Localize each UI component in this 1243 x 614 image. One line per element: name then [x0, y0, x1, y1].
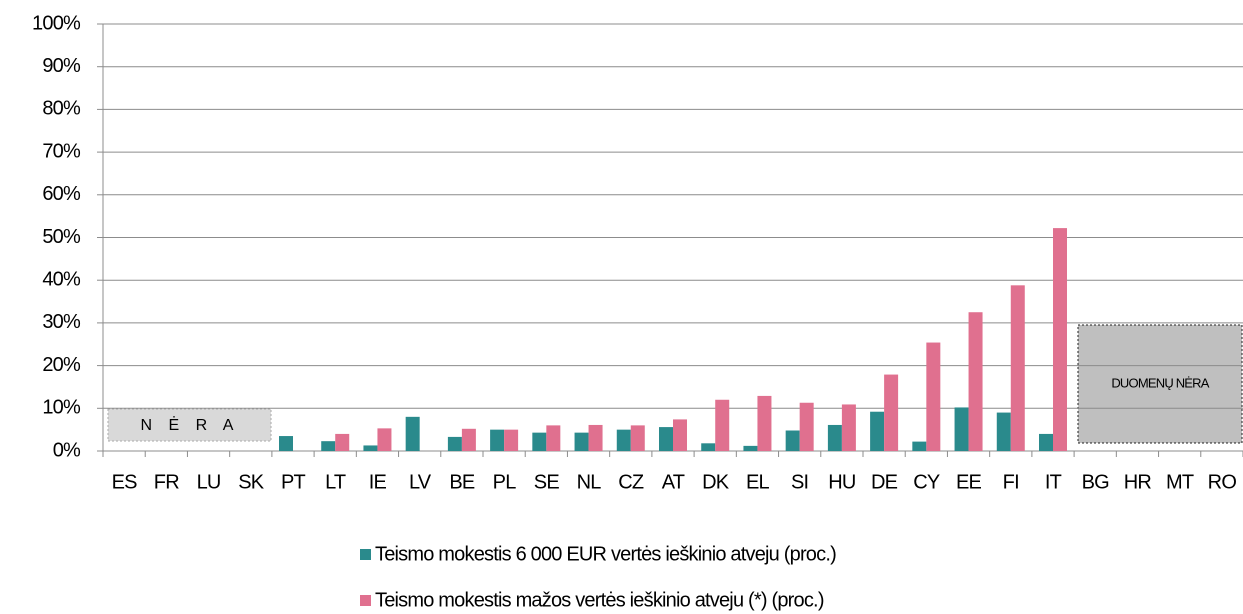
x-tick-label: HR: [1124, 471, 1152, 493]
x-tick-label: SK: [238, 471, 265, 493]
bar: [574, 432, 589, 451]
bar: [996, 412, 1011, 451]
bar: [447, 436, 462, 451]
x-tick-label: PT: [281, 471, 306, 493]
x-tick-label: FR: [154, 471, 179, 493]
y-tick-label: 50%: [42, 226, 81, 248]
bar: [715, 399, 730, 451]
x-tick-label: LT: [325, 471, 346, 493]
x-tick-label: LU: [197, 471, 221, 493]
x-tick-label: BG: [1082, 471, 1110, 493]
bar: [841, 404, 856, 451]
x-tick-label: PL: [493, 471, 517, 493]
x-tick-label: FI: [1003, 471, 1019, 493]
bar: [279, 436, 293, 451]
x-tick-label: RO: [1208, 471, 1237, 493]
y-tick-label: 60%: [42, 183, 81, 205]
x-tick-label: DE: [871, 471, 898, 493]
no-data-box: [107, 408, 272, 442]
legend-label: Teismo mokestis mažos vertės ieškinio at…: [375, 589, 824, 611]
x-tick-label: BE: [449, 471, 475, 493]
y-tick-label: 70%: [42, 140, 81, 162]
bar: [912, 441, 927, 451]
y-tick-label: 20%: [42, 354, 81, 376]
y-tick-label: 10%: [42, 397, 81, 419]
bar: [363, 445, 378, 451]
bar: [926, 342, 941, 451]
y-tick-label: 80%: [42, 98, 81, 120]
bar: [884, 374, 899, 451]
bar: [405, 416, 420, 451]
bar: [588, 424, 603, 451]
bar: [490, 429, 505, 451]
bar: [335, 433, 350, 451]
legend-swatch: [360, 549, 371, 560]
bar: [673, 419, 687, 451]
bar: [827, 424, 842, 451]
bar: [532, 432, 547, 451]
bar: [1039, 433, 1053, 451]
x-tick-label: AT: [662, 471, 685, 493]
y-tick-label: 30%: [42, 311, 81, 333]
x-tick-label: DK: [702, 471, 730, 493]
x-tick-label: EL: [746, 471, 770, 493]
x-tick-label: IT: [1045, 471, 1062, 493]
x-tick-label: IE: [369, 471, 387, 493]
y-tick-label: 40%: [42, 268, 81, 290]
bar: [743, 445, 758, 451]
x-tick-label: SI: [791, 471, 808, 493]
x-tick-label: MT: [1166, 471, 1194, 493]
y-tick-label: 0%: [53, 439, 81, 461]
bar: [701, 443, 716, 451]
bar: [757, 395, 772, 451]
x-tick-label: NL: [577, 471, 602, 493]
annotation: N Ė R A: [141, 415, 240, 434]
x-tick-label: LV: [409, 471, 432, 493]
no-data-box: [1077, 324, 1243, 444]
bar: [954, 407, 969, 451]
x-tick-label: ES: [112, 471, 138, 493]
bar: [659, 427, 673, 451]
y-tick-label: 90%: [42, 55, 81, 77]
bar: [1010, 285, 1025, 451]
x-tick-label: SE: [534, 471, 560, 493]
bar: [870, 411, 885, 451]
bar: [504, 429, 519, 451]
bar: [799, 402, 814, 451]
bar: [321, 441, 336, 451]
bar: [630, 425, 645, 451]
bar: [461, 428, 476, 451]
bar: [968, 312, 983, 451]
bar: [785, 430, 800, 451]
x-tick-label: CY: [913, 471, 940, 493]
bar: [616, 429, 631, 451]
x-tick-label: CZ: [618, 471, 644, 493]
y-tick-label: 100%: [32, 12, 81, 34]
annotation: DUOMENŲ NĖRA: [1111, 375, 1209, 390]
bar: [546, 425, 561, 451]
x-tick-label: EE: [956, 471, 982, 493]
legend-swatch: [360, 595, 371, 606]
bar: [1053, 228, 1067, 451]
x-tick-label: HU: [828, 471, 855, 493]
legend-label: Teismo mokestis 6 000 EUR vertės ieškini…: [375, 543, 836, 565]
bar: [377, 428, 392, 451]
